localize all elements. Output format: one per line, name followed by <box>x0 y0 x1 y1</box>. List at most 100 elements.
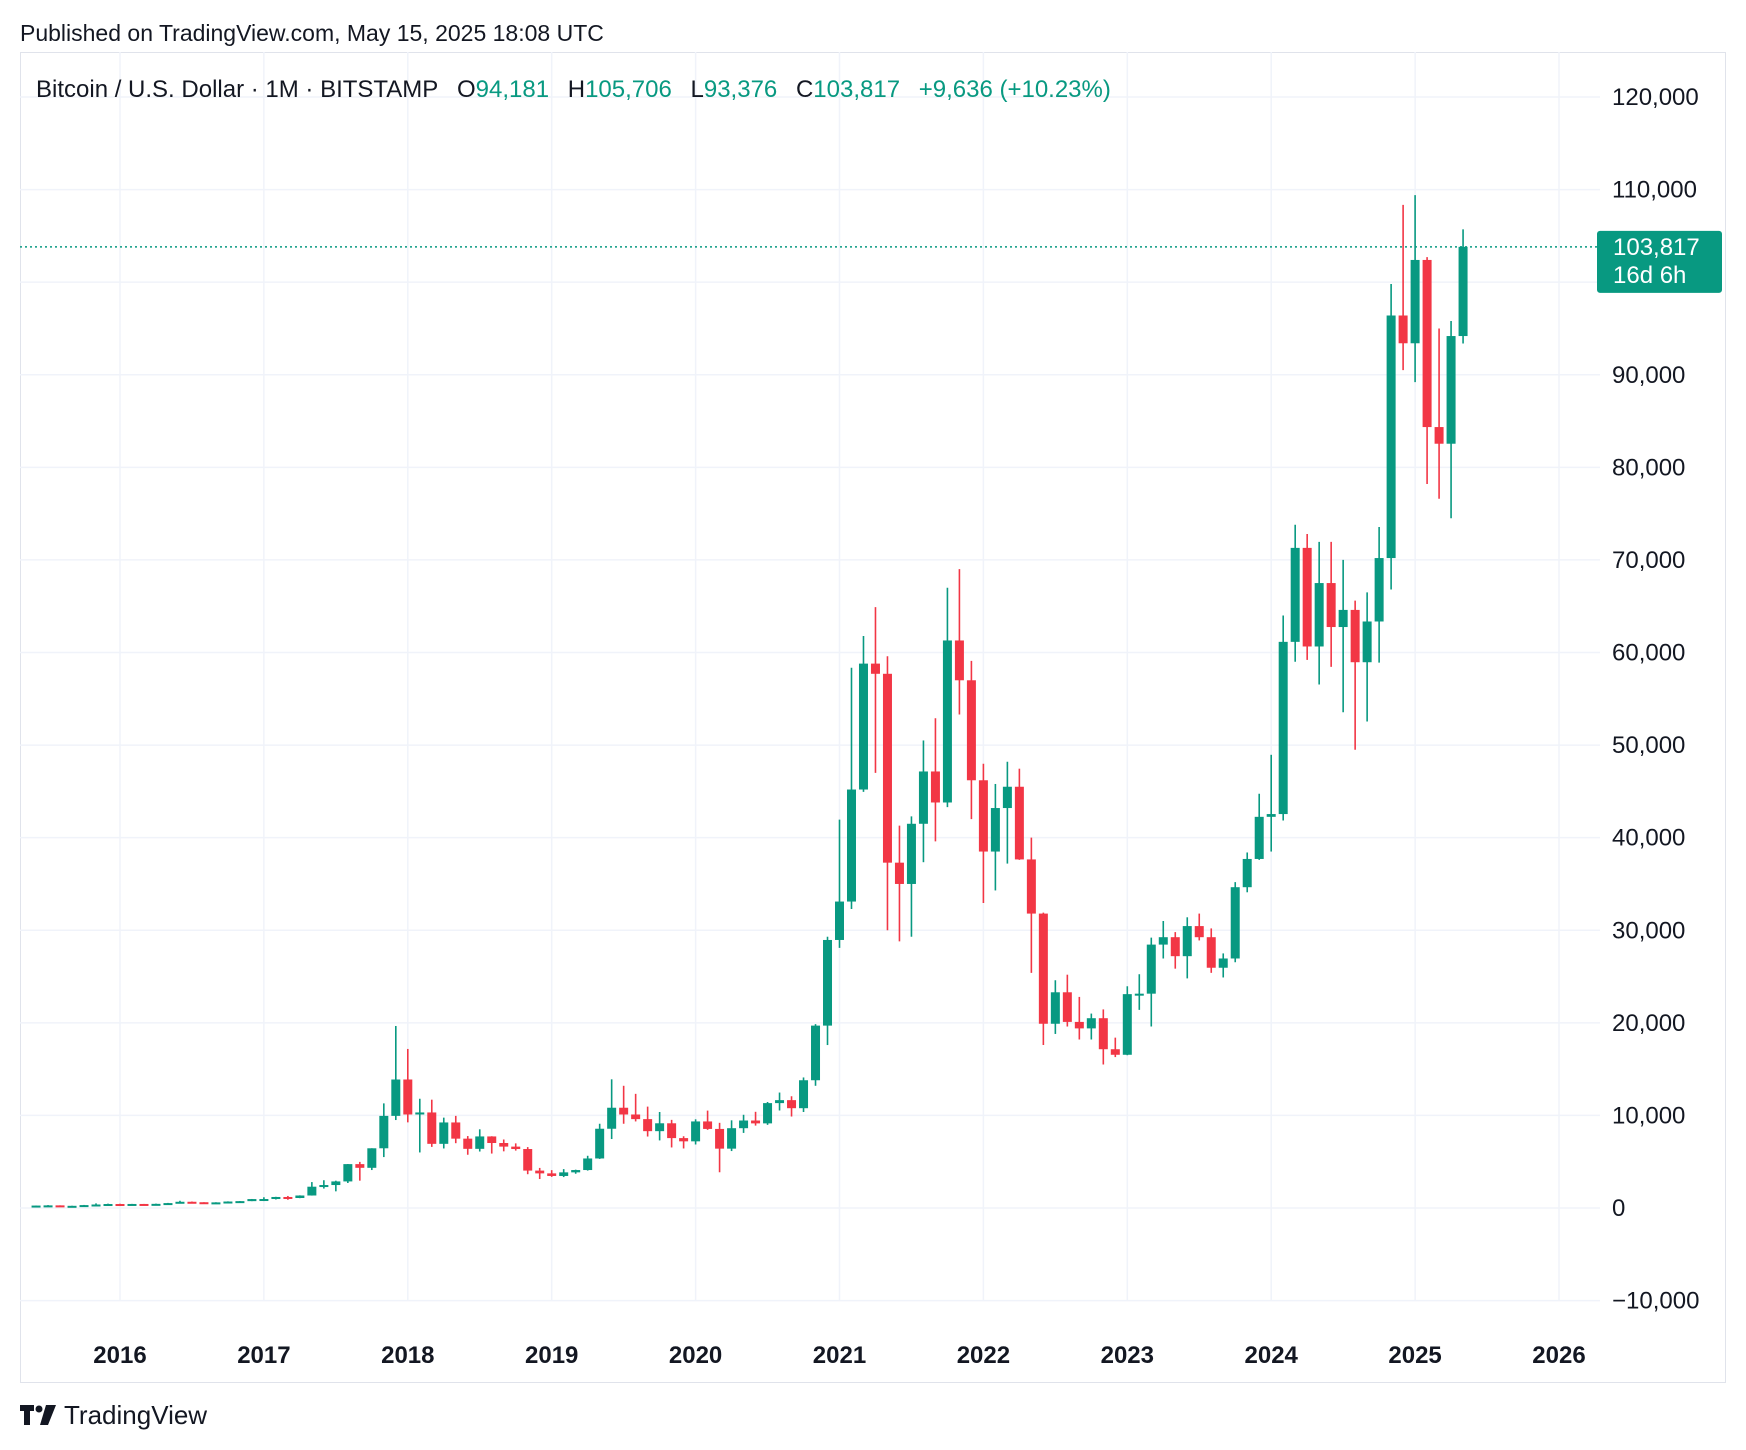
candle[interactable] <box>583 1155 593 1171</box>
candle[interactable] <box>415 1098 425 1153</box>
candle[interactable] <box>1314 541 1324 685</box>
candle[interactable] <box>571 1169 581 1174</box>
candle[interactable] <box>1278 615 1288 821</box>
candle[interactable] <box>271 1196 281 1200</box>
candle[interactable] <box>43 1205 53 1208</box>
candle[interactable] <box>427 1099 437 1147</box>
tradingview-brand[interactable]: TradingView <box>20 1400 207 1431</box>
candle[interactable] <box>115 1203 125 1207</box>
candle[interactable] <box>1362 592 1372 722</box>
candle[interactable] <box>1146 937 1156 1027</box>
candle[interactable] <box>882 656 892 931</box>
candle[interactable] <box>1158 920 1168 959</box>
candle[interactable] <box>247 1198 257 1202</box>
candle[interactable] <box>655 1111 665 1141</box>
candle[interactable] <box>1254 793 1264 860</box>
candle[interactable] <box>978 763 988 903</box>
candle[interactable] <box>811 1024 821 1086</box>
candle[interactable] <box>894 825 904 942</box>
candle[interactable] <box>1050 980 1060 1034</box>
candle[interactable] <box>751 1111 761 1126</box>
candle[interactable] <box>619 1085 629 1124</box>
candle[interactable] <box>1266 754 1276 852</box>
candle[interactable] <box>1218 953 1228 978</box>
candle[interactable] <box>787 1096 797 1117</box>
candle[interactable] <box>1302 533 1312 660</box>
candle[interactable] <box>211 1202 221 1205</box>
candle[interactable] <box>1098 1009 1108 1065</box>
candle[interactable] <box>463 1136 473 1155</box>
candle[interactable] <box>727 1120 737 1152</box>
candle[interactable] <box>1194 913 1204 941</box>
candle[interactable] <box>31 1205 41 1208</box>
candle[interactable] <box>235 1201 245 1204</box>
candle[interactable] <box>763 1101 773 1125</box>
candle[interactable] <box>1110 1037 1120 1058</box>
candle[interactable] <box>523 1147 533 1175</box>
candle[interactable] <box>127 1203 137 1206</box>
candle[interactable] <box>355 1161 365 1181</box>
candle[interactable] <box>163 1202 173 1206</box>
candle[interactable] <box>906 816 916 937</box>
candle[interactable] <box>139 1203 149 1206</box>
candle[interactable] <box>283 1195 293 1200</box>
candle[interactable] <box>918 740 928 863</box>
candle[interactable] <box>1002 761 1012 864</box>
candle[interactable] <box>475 1129 485 1152</box>
candle[interactable] <box>942 587 952 808</box>
candle[interactable] <box>67 1205 77 1208</box>
candle[interactable] <box>966 660 976 820</box>
candle[interactable] <box>1062 974 1072 1027</box>
candle[interactable] <box>1122 986 1132 1056</box>
candle[interactable] <box>1290 524 1300 662</box>
candle[interactable] <box>1206 928 1216 973</box>
candle[interactable] <box>775 1092 785 1111</box>
candle[interactable] <box>607 1079 617 1140</box>
candle[interactable] <box>1338 559 1348 713</box>
candle[interactable] <box>103 1203 113 1207</box>
candle[interactable] <box>1434 328 1444 499</box>
candle[interactable] <box>1086 1013 1096 1040</box>
candle[interactable] <box>1074 996 1084 1040</box>
candle[interactable] <box>870 607 880 773</box>
candle[interactable] <box>1410 195 1420 383</box>
candle[interactable] <box>835 819 844 948</box>
candle[interactable] <box>1374 527 1384 663</box>
candle[interactable] <box>667 1119 677 1148</box>
candle[interactable] <box>319 1180 329 1189</box>
candle[interactable] <box>799 1077 809 1112</box>
candle[interactable] <box>487 1136 497 1154</box>
candle[interactable] <box>535 1167 545 1180</box>
candle[interactable] <box>1350 600 1360 750</box>
candle[interactable] <box>391 1025 401 1121</box>
candle[interactable] <box>1422 257 1432 484</box>
candle[interactable] <box>739 1114 749 1133</box>
candle[interactable] <box>403 1048 413 1123</box>
candle[interactable] <box>679 1136 689 1149</box>
candle[interactable] <box>846 667 856 909</box>
candle[interactable] <box>187 1201 197 1204</box>
candle[interactable] <box>990 783 1000 891</box>
candle[interactable] <box>223 1201 233 1204</box>
candle[interactable] <box>547 1170 557 1177</box>
candle[interactable] <box>331 1180 341 1192</box>
candle[interactable] <box>307 1182 317 1196</box>
candle[interactable] <box>1026 837 1036 973</box>
candle[interactable] <box>643 1106 653 1137</box>
candle[interactable] <box>703 1110 713 1130</box>
candle[interactable] <box>715 1122 725 1173</box>
candle[interactable] <box>930 718 940 842</box>
candle[interactable] <box>1446 321 1456 519</box>
candle[interactable] <box>691 1119 701 1145</box>
candle[interactable] <box>1134 974 1144 1010</box>
candle[interactable] <box>1386 284 1396 590</box>
candle[interactable] <box>199 1202 209 1205</box>
candle[interactable] <box>379 1103 389 1158</box>
candle[interactable] <box>1458 229 1468 344</box>
candle[interactable] <box>1014 768 1024 860</box>
candle[interactable] <box>439 1117 449 1149</box>
candle[interactable] <box>1398 204 1408 371</box>
candle[interactable] <box>367 1148 377 1171</box>
candle[interactable] <box>595 1123 605 1159</box>
